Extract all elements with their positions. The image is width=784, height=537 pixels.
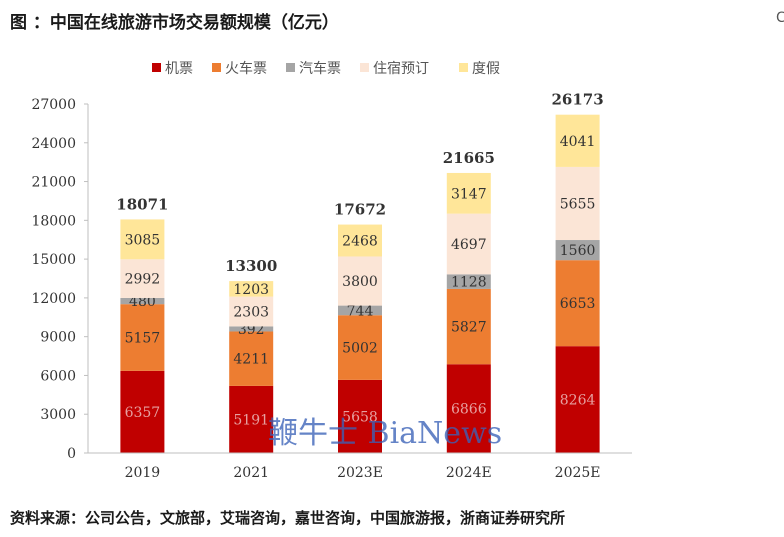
data-label: 4041 <box>560 134 596 150</box>
y-tick-label: 12000 <box>31 291 76 307</box>
y-tick-label: 9000 <box>40 330 76 346</box>
bar-segment <box>338 305 382 316</box>
data-label: 4697 <box>451 237 487 253</box>
total-label: 17672 <box>334 201 386 219</box>
legend: 机票 火车票 汽车票 住宿预订 度假 <box>152 60 500 77</box>
bar-segment <box>120 259 165 298</box>
y-tick-label: 0 <box>67 446 76 462</box>
bar-segment <box>555 114 600 167</box>
data-label: 5827 <box>451 320 487 336</box>
legend-swatch <box>360 63 369 72</box>
legend-label: 住宿预订 <box>373 60 429 77</box>
bar-segment <box>120 304 165 371</box>
data-label: 3147 <box>451 186 487 202</box>
y-tick-label: 6000 <box>40 368 76 384</box>
bar-segment <box>555 240 600 261</box>
y-tick-label: 21000 <box>31 175 76 191</box>
bars: 6357515748029923085180715191421139223031… <box>116 91 604 453</box>
total-label: 13300 <box>225 257 277 275</box>
bar-segment <box>446 172 491 214</box>
data-label: 1560 <box>560 243 596 259</box>
legend-label: 机票 <box>165 61 193 77</box>
bar-segment <box>120 370 165 453</box>
bar-segment <box>338 224 382 257</box>
bar-segment <box>229 326 274 332</box>
bar-segment <box>229 385 274 453</box>
data-label: 8264 <box>560 393 596 409</box>
legend-swatch <box>459 63 468 72</box>
x-tick-label: 2023E <box>337 465 383 481</box>
legend-label: 汽车票 <box>299 60 341 77</box>
x-tick-label: 2025E <box>555 465 601 481</box>
legend-swatch <box>286 63 295 72</box>
bar-segment <box>229 331 274 386</box>
bar-segment <box>555 346 600 453</box>
data-label: 5655 <box>560 196 596 212</box>
bar-segment <box>229 281 274 297</box>
x-tick-label: 2024E <box>446 465 492 481</box>
y-tick-label: 24000 <box>31 136 76 152</box>
bar-segment <box>446 274 491 289</box>
bar-segment <box>120 219 165 260</box>
bar-segment <box>555 166 600 241</box>
data-label: 4211 <box>233 352 269 368</box>
edge-glyph: C <box>776 10 784 26</box>
x-tick-label: 2019 <box>125 465 161 481</box>
legend-swatch <box>152 63 161 72</box>
chart-title: 图 ：中国在线旅游市场交易额规模（亿元） <box>10 13 339 33</box>
data-label: 5002 <box>342 341 378 357</box>
bar-segment <box>338 256 382 306</box>
data-label: 6653 <box>560 296 596 312</box>
data-label: 3800 <box>342 274 378 290</box>
data-label: 1203 <box>233 282 269 298</box>
data-label: 480 <box>129 294 156 310</box>
data-label: 5658 <box>342 409 378 425</box>
y-tick-label: 3000 <box>40 407 76 423</box>
data-label: 3085 <box>125 232 161 248</box>
legend-swatch <box>212 63 221 72</box>
data-label: 1128 <box>451 275 487 291</box>
bar-segment <box>446 213 491 275</box>
data-label: 2468 <box>342 234 378 250</box>
x-axis: 2019 2021 2023E 2024E 2025E <box>88 452 632 481</box>
legend-label: 火车票 <box>225 60 267 77</box>
y-tick-label: 27000 <box>31 97 76 113</box>
y-axis: 0 3000 6000 9000 12000 15000 18000 21000 24000 27… <box>31 97 89 462</box>
bar-segment <box>555 260 600 347</box>
x-tick-label: 2021 <box>233 465 269 481</box>
data-label: 744 <box>347 303 374 319</box>
data-label: 2303 <box>233 305 269 321</box>
bar-segment <box>229 296 274 327</box>
data-label: 5157 <box>125 331 161 347</box>
y-tick-label: 15000 <box>31 252 76 268</box>
bar-segment <box>120 297 165 305</box>
total-label: 26173 <box>552 91 604 109</box>
source-note: 资料来源：公司公告，文旅部，艾瑞咨询，嘉世咨询，中国旅游报，浙商证券研究所 <box>10 509 566 527</box>
bar-segment <box>338 315 382 380</box>
total-label: 21665 <box>443 149 495 167</box>
bar-segment <box>446 364 491 453</box>
total-label: 18071 <box>116 195 168 213</box>
legend-label: 度假 <box>472 61 500 77</box>
data-label: 2992 <box>125 272 161 288</box>
bar-segment <box>446 288 491 365</box>
data-label: 5191 <box>233 412 269 428</box>
data-label: 6866 <box>451 402 487 418</box>
bar-segment <box>338 379 382 453</box>
watermark: 鞭牛士 BiaNews <box>268 416 503 451</box>
y-tick-label: 18000 <box>31 213 76 229</box>
data-label: 6357 <box>125 405 161 421</box>
